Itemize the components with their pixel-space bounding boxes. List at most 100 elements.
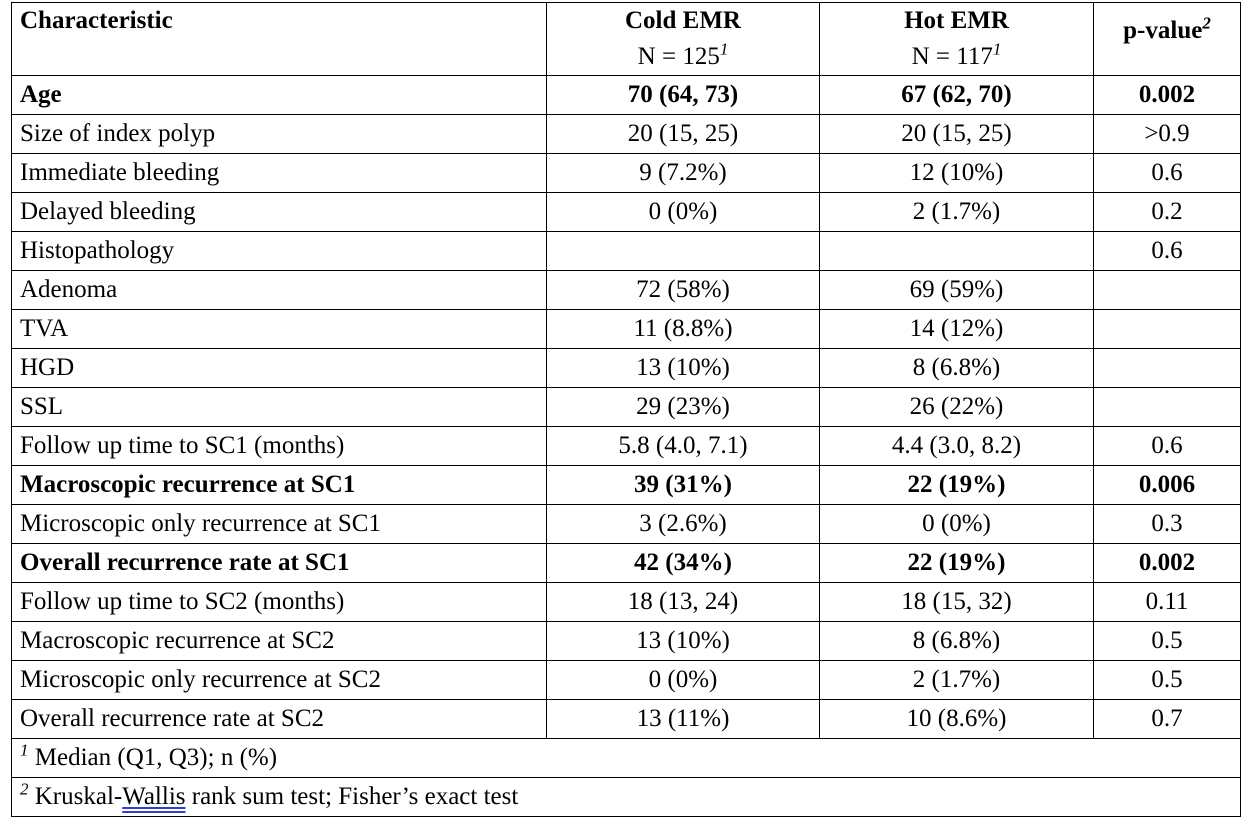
table-row: Immediate bleeding 9 (7.2%) 12 (10%) 0.6 bbox=[11, 153, 1241, 193]
row-hot-value: 8 (6.8%) bbox=[819, 348, 1094, 388]
row-cold-value: 20 (15, 25) bbox=[546, 114, 820, 154]
footnote-1-text: Median (Q1, Q3); n (%) bbox=[28, 744, 278, 771]
row-p-value: 0.5 bbox=[1093, 660, 1241, 700]
row-label: Macroscopic recurrence at SC2 bbox=[11, 621, 547, 661]
row-hot-value: 8 (6.8%) bbox=[819, 621, 1094, 661]
row-hot-value: 0 (0%) bbox=[819, 504, 1094, 544]
footnote-2-prefix: Kruskal- bbox=[28, 783, 123, 810]
summary-table: Characteristic Cold EMR N = 1251 Hot EMR… bbox=[11, 2, 1241, 817]
footnote-2-mark: 2 bbox=[20, 779, 29, 799]
row-hot-value bbox=[819, 231, 1094, 271]
row-cold-value: 13 (11%) bbox=[546, 699, 820, 739]
row-cold-value: 3 (2.6%) bbox=[546, 504, 820, 544]
row-hot-value: 20 (15, 25) bbox=[819, 114, 1094, 154]
header-cold-label: Cold EMR bbox=[625, 7, 741, 34]
row-hot-value: 18 (15, 32) bbox=[819, 582, 1094, 622]
row-cold-value: 9 (7.2%) bbox=[546, 153, 820, 193]
header-characteristic-label: Characteristic bbox=[20, 7, 173, 34]
table-row: Macroscopic recurrence at SC1 39 (31%) 22 … bbox=[11, 465, 1241, 505]
row-hot-value: 69 (59%) bbox=[819, 270, 1094, 310]
row-p-value: 0.5 bbox=[1093, 621, 1241, 661]
footnote-2-suffix: rank sum test; Fisher’s exact test bbox=[185, 783, 519, 810]
row-hot-value: 14 (12%) bbox=[819, 309, 1094, 349]
footnote-2: 2 Kruskal-Wallis rank sum test; Fisher’s… bbox=[11, 777, 1241, 817]
table-row: Age 70 (64, 73) 67 (62, 70) 0.002 bbox=[11, 75, 1241, 115]
row-cold-value: 13 (10%) bbox=[546, 348, 820, 388]
table-row: Overall recurrence rate at SC1 42 (34%) 22… bbox=[11, 543, 1241, 583]
table-row: HGD 13 (10%) 8 (6.8%) bbox=[11, 348, 1241, 388]
row-hot-value: 22 (19%) bbox=[819, 465, 1094, 505]
table-row: TVA 11 (8.8%) 14 (12%) bbox=[11, 309, 1241, 349]
row-p-value: >0.9 bbox=[1093, 114, 1241, 154]
row-p-value bbox=[1093, 309, 1241, 349]
header-pvalue-label: p-value bbox=[1123, 17, 1203, 44]
table-row: Microscopic only recurrence at SC2 0 (0%)… bbox=[11, 660, 1241, 700]
footnote-2-spellcheck-word: Wallis bbox=[122, 783, 186, 810]
header-pvalue: p-value2 bbox=[1093, 2, 1241, 76]
header-pvalue-footnote-mark: 2 bbox=[1202, 13, 1211, 33]
table-row: Size of index polyp 20 (15, 25) 20 (15, 25… bbox=[11, 114, 1241, 154]
row-label: SSL bbox=[11, 387, 547, 427]
row-p-value bbox=[1093, 387, 1241, 427]
footnote-row-1: 1 Median (Q1, Q3); n (%) bbox=[11, 738, 1241, 778]
row-cold-value bbox=[546, 231, 820, 271]
footnote-row-2: 2 Kruskal-Wallis rank sum test; Fisher’s… bbox=[11, 777, 1241, 817]
row-cold-value: 18 (13, 24) bbox=[546, 582, 820, 622]
footnote-1-mark: 1 bbox=[20, 740, 29, 760]
row-label: Follow up time to SC1 (months) bbox=[11, 426, 547, 466]
row-cold-value: 5.8 (4.0, 7.1) bbox=[546, 426, 820, 466]
header-hot-n-footnote-mark: 1 bbox=[992, 39, 1002, 59]
row-p-value: 0.2 bbox=[1093, 192, 1241, 232]
row-hot-value: 22 (19%) bbox=[819, 543, 1094, 583]
row-p-value bbox=[1093, 348, 1241, 388]
row-cold-value: 0 (0%) bbox=[546, 660, 820, 700]
table-row: Histopathology 0.6 bbox=[11, 231, 1241, 271]
header-cold-n-footnote-mark: 1 bbox=[719, 39, 729, 59]
row-hot-value: 67 (62, 70) bbox=[819, 75, 1094, 115]
row-hot-value: 10 (8.6%) bbox=[819, 699, 1094, 739]
header-cold-emr: Cold EMR N = 1251 bbox=[546, 2, 820, 76]
row-hot-value: 4.4 (3.0, 8.2) bbox=[819, 426, 1094, 466]
row-label: Age bbox=[11, 75, 547, 115]
row-cold-value: 70 (64, 73) bbox=[546, 75, 820, 115]
row-label: Microscopic only recurrence at SC2 bbox=[11, 660, 547, 700]
row-cold-value: 42 (34%) bbox=[546, 543, 820, 583]
table-row: Overall recurrence rate at SC2 13 (11%) 10… bbox=[11, 699, 1241, 739]
row-cold-value: 11 (8.8%) bbox=[546, 309, 820, 349]
row-label: Microscopic only recurrence at SC1 bbox=[11, 504, 547, 544]
row-label: TVA bbox=[11, 309, 547, 349]
row-cold-value: 29 (23%) bbox=[546, 387, 820, 427]
table-row: Follow up time to SC2 (months) 18 (13, 24… bbox=[11, 582, 1241, 622]
row-label: Overall recurrence rate at SC1 bbox=[11, 543, 547, 583]
row-label: Macroscopic recurrence at SC1 bbox=[11, 465, 547, 505]
row-p-value: 0.002 bbox=[1093, 75, 1241, 115]
row-cold-value: 13 (10%) bbox=[546, 621, 820, 661]
row-label: Size of index polyp bbox=[11, 114, 547, 154]
row-cold-value: 72 (58%) bbox=[546, 270, 820, 310]
row-label: HGD bbox=[11, 348, 547, 388]
header-characteristic: Characteristic bbox=[11, 2, 547, 76]
row-p-value: 0.6 bbox=[1093, 426, 1241, 466]
row-label: Immediate bleeding bbox=[11, 153, 547, 193]
row-label: Overall recurrence rate at SC2 bbox=[11, 699, 547, 739]
table-row: Delayed bleeding 0 (0%) 2 (1.7%) 0.2 bbox=[11, 192, 1241, 232]
header-cold-n: N = 1251 bbox=[555, 39, 811, 75]
row-label: Follow up time to SC2 (months) bbox=[11, 582, 547, 622]
table-row: Adenoma 72 (58%) 69 (59%) bbox=[11, 270, 1241, 310]
table-row: SSL 29 (23%) 26 (22%) bbox=[11, 387, 1241, 427]
table-row: Macroscopic recurrence at SC2 13 (10%) 8 (… bbox=[11, 621, 1241, 661]
header-hot-label: Hot EMR bbox=[904, 7, 1009, 34]
row-cold-value: 39 (31%) bbox=[546, 465, 820, 505]
header-row: Characteristic Cold EMR N = 1251 Hot EMR… bbox=[11, 2, 1241, 76]
row-p-value: 0.7 bbox=[1093, 699, 1241, 739]
row-p-value: 0.11 bbox=[1093, 582, 1241, 622]
header-hot-n-text: N = 117 bbox=[911, 43, 993, 70]
row-p-value bbox=[1093, 270, 1241, 310]
row-p-value: 0.002 bbox=[1093, 543, 1241, 583]
row-p-value: 0.6 bbox=[1093, 153, 1241, 193]
footnote-1: 1 Median (Q1, Q3); n (%) bbox=[11, 738, 1241, 778]
row-p-value: 0.6 bbox=[1093, 231, 1241, 271]
row-label: Adenoma bbox=[11, 270, 547, 310]
row-label: Delayed bleeding bbox=[11, 192, 547, 232]
row-p-value: 0.3 bbox=[1093, 504, 1241, 544]
